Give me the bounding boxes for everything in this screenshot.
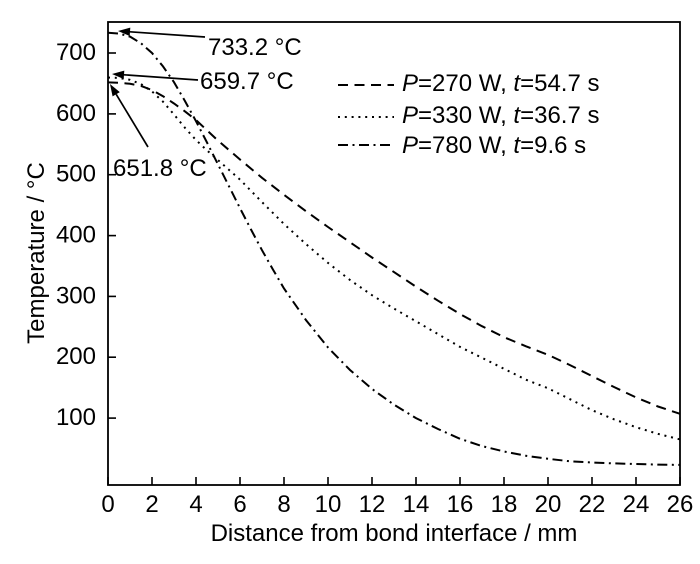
annotation-label: 651.8 °C (113, 155, 207, 182)
annotation-label: 659.7 °C (200, 68, 294, 95)
y-tick-label: 200 (56, 343, 96, 370)
annotation-arrow (115, 93, 149, 148)
annotation-label: 733.2 °C (208, 34, 302, 61)
x-tick-label: 26 (667, 491, 694, 518)
x-tick-label: 18 (491, 491, 518, 518)
x-tick-label: 16 (447, 491, 474, 518)
curve-dotted (107, 76, 681, 441)
curve-dashdot (107, 31, 681, 466)
y-tick-label: 500 (56, 161, 96, 188)
y-tick-label: 600 (56, 100, 96, 127)
curve-dashed (107, 81, 681, 415)
y-axis-title: Temperature / °C (23, 162, 50, 344)
x-tick-label: 14 (403, 491, 430, 518)
annotation-arrowhead (110, 84, 120, 97)
x-tick-label: 6 (233, 491, 246, 518)
y-tick-label: 300 (56, 282, 96, 309)
annotation-arrowhead (118, 27, 131, 36)
x-tick-label: 10 (315, 491, 342, 518)
x-tick-label: 24 (623, 491, 650, 518)
x-tick-label: 0 (101, 491, 114, 518)
x-tick-label: 8 (277, 491, 290, 518)
x-tick-label: 4 (189, 491, 202, 518)
annotations: 733.2 °C 659.7 °C 651.8 °C (110, 27, 302, 182)
annotation-arrow (129, 30, 206, 38)
y-tick-label: 100 (56, 404, 96, 431)
legend-label: P=270 W, t=54.7 s (402, 70, 599, 97)
plot-curves (107, 31, 681, 466)
x-axis: 0 2 4 6 8 10 12 14 16 18 20 22 24 26 (101, 477, 693, 518)
x-tick-label: 12 (359, 491, 386, 518)
annotation-arrow (123, 73, 199, 81)
y-tick-label: 700 (56, 39, 96, 66)
legend-label: P=330 W, t=36.7 s (402, 102, 599, 129)
x-axis-title: Distance from bond interface / mm (211, 520, 578, 547)
x-tick-label: 22 (579, 491, 606, 518)
x-tick-label: 20 (535, 491, 562, 518)
x-tick-label: 2 (145, 491, 158, 518)
y-tick-label: 400 (56, 222, 96, 249)
y-axis: 100 200 300 400 500 600 700 (56, 39, 116, 431)
annotation-arrowhead (112, 70, 125, 79)
legend-label: P=780 W, t=9.6 s (402, 132, 586, 159)
legend: P=270 W, t=54.7 s P=330 W, t=36.7 s P=780 … (338, 70, 599, 159)
plot-frame (107, 21, 681, 486)
